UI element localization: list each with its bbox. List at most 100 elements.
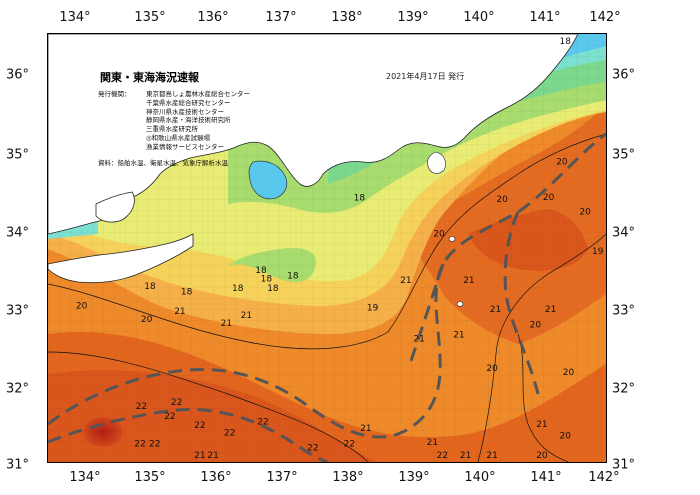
kuroshio-axis (48, 132, 606, 462)
kuroshio-eastern-branch (503, 211, 540, 395)
kuroshio-main-axis (48, 132, 606, 439)
lat-label: 34° (612, 225, 636, 241)
land-boso (427, 151, 446, 174)
isotherm-label: 20 (556, 158, 568, 168)
issuer-item: ◎和歌山県水産試験場 (146, 133, 211, 142)
isotherm-label: 22 (224, 429, 235, 439)
issuer-list: 東京都島しょ農林水産総合センター 千葉県水産総合研究センター 神奈川県水産技術セ… (146, 90, 316, 152)
isotherm-label: 21 (221, 319, 232, 329)
isotherm-label: 20 (496, 195, 508, 205)
isotherm-label: 18 (560, 37, 572, 47)
lat-label: 32° (612, 381, 636, 397)
lat-label: 33° (6, 303, 30, 319)
isotherm-label: 22 (149, 439, 160, 449)
issuer-item: 三重県水産研究所 (146, 125, 198, 134)
isotherm-21c (48, 351, 369, 462)
lat-label: 31° (6, 457, 30, 473)
isotherm-label: 21 (545, 305, 556, 315)
isotherm-lines (48, 133, 606, 462)
isotherm-label: 18 (287, 271, 299, 281)
isotherm-label: 21 (490, 305, 501, 315)
lat-label: 33° (612, 303, 636, 319)
isotherm-label: 19 (592, 247, 604, 257)
isotherm-label: 22 (194, 421, 205, 431)
lat-label: 31° (612, 457, 636, 473)
isotherm-label: 22 (134, 439, 145, 449)
lon-label: 135° (134, 10, 166, 25)
isotherm-label: 22 (164, 412, 175, 422)
isotherm-label: 18 (255, 266, 267, 276)
lat-label: 35° (6, 147, 30, 163)
map-title: 関東・東海海況速報 (98, 69, 201, 85)
isotherm-label: 20 (536, 451, 548, 461)
issuer-item: 漁業情報サービスセンター (146, 142, 224, 151)
isotherm-label: 21 (460, 451, 471, 461)
isotherm-label: 20 (579, 208, 591, 218)
isotherm-label: 20 (530, 320, 542, 330)
isotherm-label: 21 (174, 307, 185, 317)
lat-label: 36° (6, 67, 30, 83)
isotherm-label: 22 (171, 398, 182, 408)
issuer-label: 発行機関： (98, 90, 131, 98)
isotherm-label: 22 (307, 443, 318, 453)
lon-label: 142° (588, 470, 620, 485)
isotherm-label: 21 (427, 438, 438, 448)
lon-label: 138° (332, 470, 364, 485)
isotherm-label: 21 (194, 451, 205, 461)
data-source: 資料：船舶水温、衛星水温、気象庁解析水温 (98, 159, 228, 167)
isotherm-label: 18 (232, 284, 244, 294)
issuer-item: 千葉県水産総合研究センター (146, 98, 231, 107)
lon-label: 141° (530, 470, 562, 485)
lon-label: 137° (265, 10, 297, 25)
isotherm-label: 18 (354, 194, 366, 204)
island-hachijo (456, 301, 464, 307)
isotherm-label: 18 (144, 282, 156, 292)
lon-label: 134° (69, 470, 101, 485)
isotherm-label: 22 (257, 418, 268, 428)
isotherm-label: 20 (433, 229, 445, 239)
isotherm-label: 20 (563, 368, 575, 378)
isotherm-20c-east (387, 133, 606, 333)
lat-label: 34° (6, 225, 30, 241)
issuer-item: 神奈川県水産技術センター (146, 107, 224, 116)
isotherm-label: 19 (367, 303, 379, 313)
kuroshio-branch (408, 263, 445, 365)
isotherm-label: 18 (181, 288, 193, 298)
land-awaji (95, 191, 135, 223)
kuroshio-secondary-axis (48, 407, 329, 462)
isotherm-label: 21 (536, 420, 547, 430)
isotherm-20c-southeast (517, 333, 569, 462)
isotherm-label: 20 (543, 193, 555, 203)
issued-date: 2021年4月17日 発行 (386, 72, 465, 81)
issuer-item: 静岡県水産・海洋技術研究所 (146, 116, 231, 125)
isotherm-label: 21 (486, 451, 497, 461)
isotherm-label: 20 (560, 432, 572, 442)
isotherm-label: 21 (400, 276, 411, 286)
isotherm-label: 22 (437, 451, 448, 461)
lat-label: 35° (612, 147, 636, 163)
lon-label: 136° (197, 10, 229, 25)
lat-label: 36° (612, 67, 636, 83)
isotherm-label: 20 (141, 315, 153, 325)
lon-label: 139° (398, 470, 430, 485)
lon-label: 135° (134, 470, 166, 485)
isotherm-label: 18 (261, 275, 273, 285)
lon-label: 134° (59, 10, 91, 25)
lake-biwa-bay (248, 160, 288, 200)
isotherm-label: 21 (463, 276, 474, 286)
lon-label: 138° (331, 10, 363, 25)
land-shikoku (48, 233, 194, 284)
isotherm-21c-east (477, 233, 606, 462)
isotherm-label: 21 (241, 311, 252, 321)
isotherm-label: 20 (486, 364, 498, 374)
lon-label: 136° (200, 470, 232, 485)
lon-label: 140° (463, 10, 495, 25)
isotherm-label: 21 (360, 424, 371, 434)
isotherm-label: 21 (207, 451, 218, 461)
isotherm-label: 21 (413, 334, 424, 344)
sst-map: 18 18 20 20 20 20 20 19 18 18 18 18 18 18 18 21 21 20 19 21… (47, 33, 607, 463)
isotherm-label: 21 (453, 331, 464, 341)
island-izu-oshima (448, 236, 456, 242)
